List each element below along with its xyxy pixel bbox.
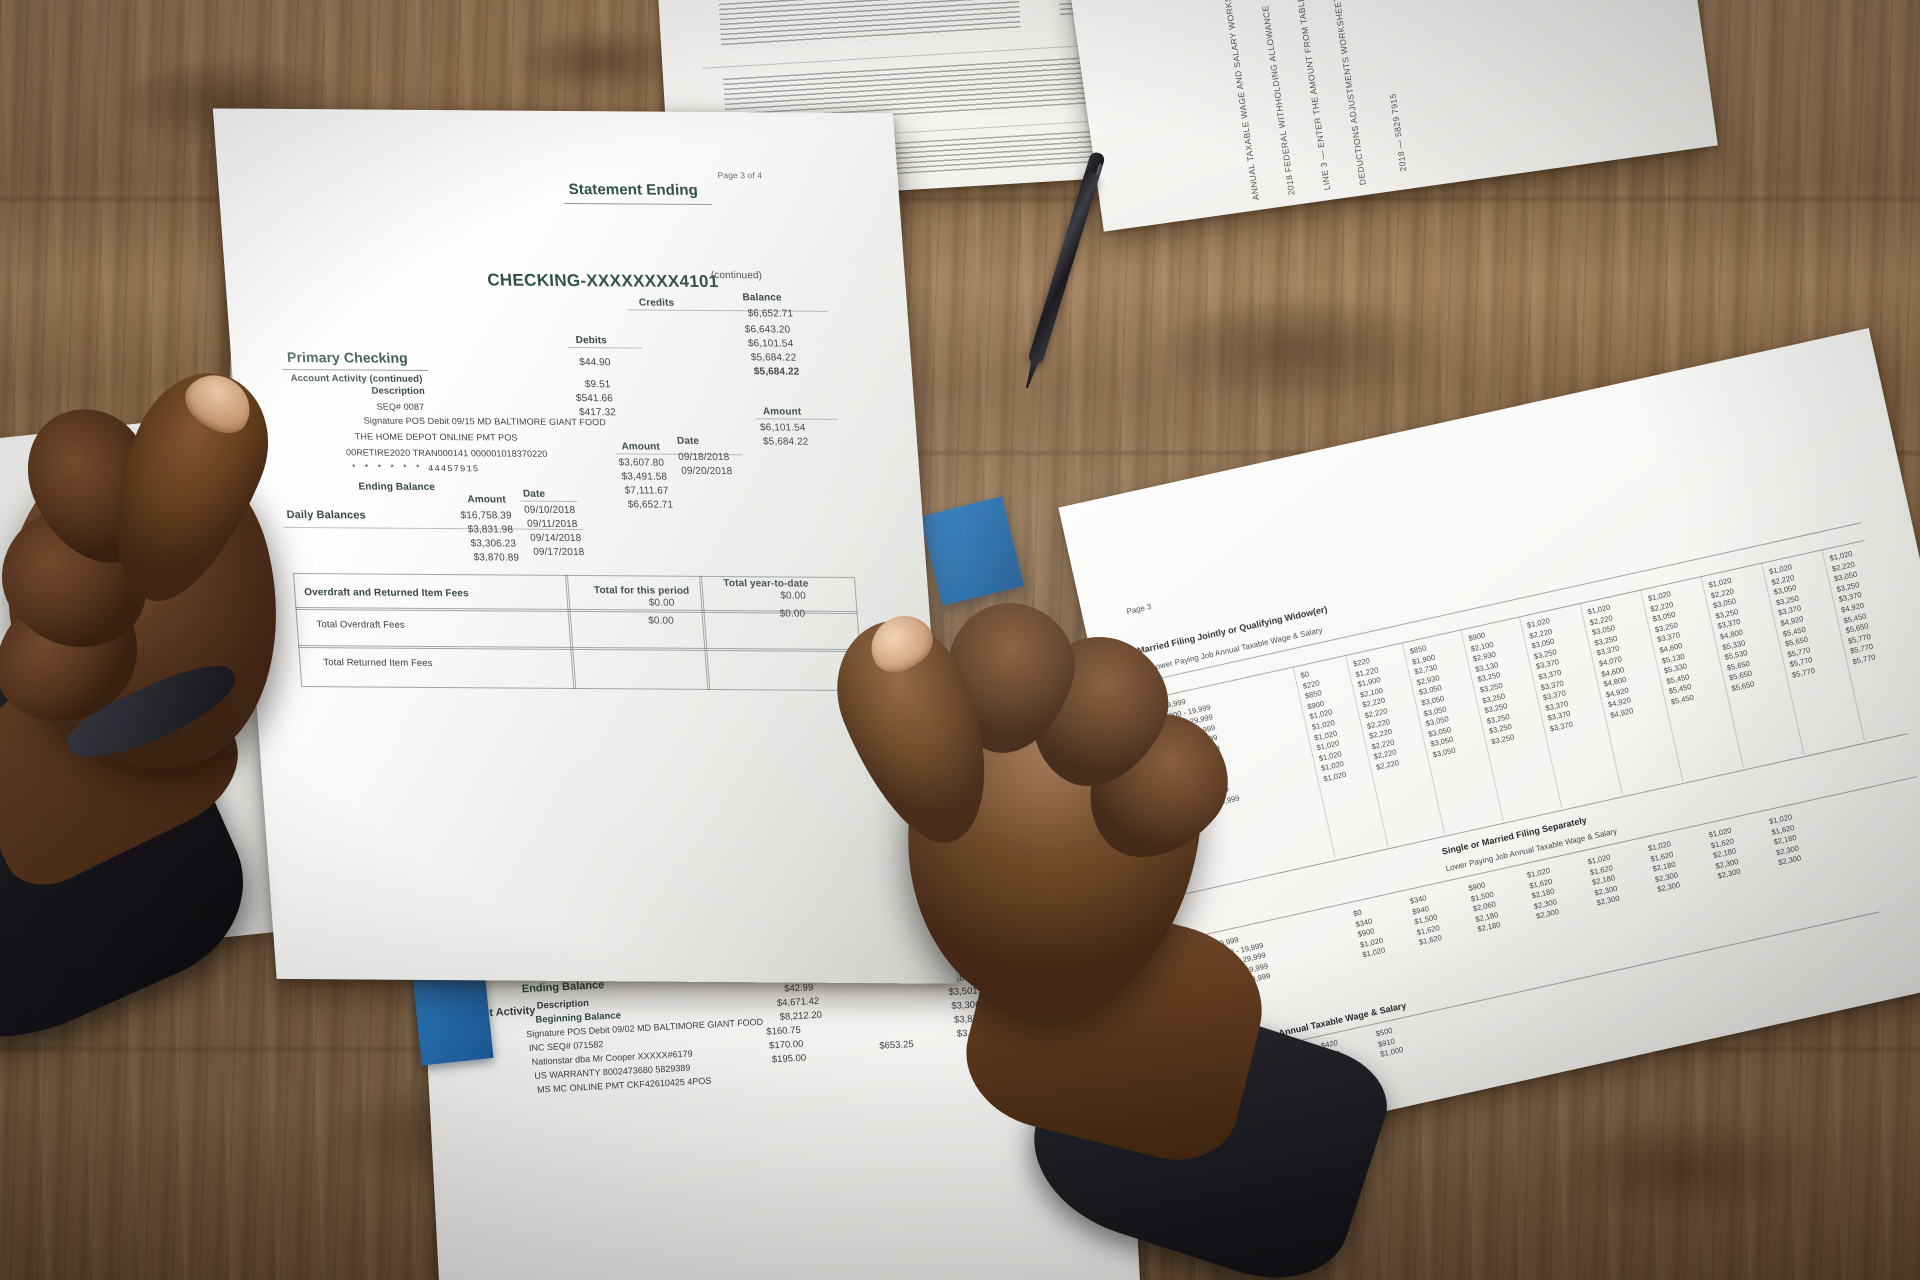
bottom-description-header: Description [536, 997, 590, 1012]
col-credits: Credits [638, 297, 675, 309]
bottom-ending-balance-label: Ending Balance [521, 979, 605, 996]
daily-date-0: 09/10/2018 [523, 504, 576, 517]
daily-date-3: 09/17/2018 [532, 546, 585, 559]
bottom-debit-7: $195.00 [771, 1052, 807, 1066]
daily-amount-2: $3,306.23 [470, 538, 517, 550]
fees-col-ytd: Total year-to-date [723, 578, 809, 590]
activity-balance-0: $6,643.20 [744, 324, 791, 336]
bottom-debit-3: $4,671.42 [776, 995, 820, 1010]
activity-balance-1: $6,101.54 [747, 338, 794, 350]
right-amount-1: $3,491.58 [621, 471, 668, 483]
right-amount-header: Amount [621, 441, 661, 453]
activity-debit-3: $417.32 [578, 407, 617, 419]
plank-seam [0, 452, 1920, 455]
daily-amount-1: $3,831.98 [467, 524, 514, 536]
right-hand [814, 545, 1401, 1280]
bottom-debit-6: $170.00 [768, 1038, 804, 1052]
left-hand [0, 352, 420, 1090]
bottom-debit-5: $160.75 [766, 1024, 802, 1038]
ending-value-0: $6,101.54 [759, 422, 806, 434]
col-debits: Debits [575, 335, 608, 347]
activity-balance-2: $5,684.22 [750, 352, 797, 364]
fees-row-1-ytd: $0.00 [779, 590, 807, 602]
col-balance: Balance [742, 292, 782, 304]
activity-debit-0: $44.90 [578, 357, 611, 369]
ending-value-1: $5,684.22 [762, 436, 809, 448]
fees-row-0-period: $0.00 [647, 615, 675, 627]
activity-balance-3: $5,684.22 [753, 366, 800, 378]
page-number-label: Page 3 of 4 [717, 170, 763, 181]
daily-amount-header: Amount [467, 494, 507, 506]
daily-amount-3: $3,870.89 [473, 552, 520, 564]
balance-top-value: $6,652.71 [747, 308, 794, 320]
account-title-suffix: (continued) [710, 270, 763, 282]
statement-ending-label: Statement Ending [568, 181, 699, 199]
right-date-0: 09/18/2018 [677, 451, 730, 464]
right-date-1: 09/20/2018 [680, 465, 733, 478]
fees-row-1-period: $0.00 [648, 597, 675, 609]
plank-seam [0, 198, 1920, 201]
fees-row-0-ytd: $0.00 [779, 608, 806, 620]
account-title: CHECKING-XXXXXXXX4101 [486, 270, 720, 292]
bottom-beginning-balance: Beginning Balance [535, 1010, 622, 1026]
wood-knot [1560, 1120, 1840, 1230]
wood-knot [1160, 300, 1460, 410]
right-date-header: Date [676, 435, 700, 447]
daily-date-2: 09/14/2018 [529, 532, 582, 545]
right-amount-2: $7,111.67 [624, 485, 670, 497]
daily-date-1: 09/11/2018 [526, 518, 578, 531]
bottom-row-desc-1: INC SEQ# 071582 [528, 1039, 604, 1054]
right-amount-0: $3,607.80 [618, 457, 665, 469]
activity-debit-1: $9.51 [584, 379, 611, 391]
daily-date-header: Date [522, 488, 546, 500]
fees-col-period: Total for this period [593, 585, 690, 597]
ending-amount-header: Amount [762, 406, 802, 418]
right-amount-3: $6,652.71 [627, 499, 674, 511]
activity-debit-2: $541.66 [575, 393, 614, 405]
bottom-debit-4: $8,212.20 [779, 1009, 823, 1023]
daily-amount-0: $16,758.39 [460, 510, 513, 522]
bottom-debit-2: $42.99 [783, 982, 814, 995]
